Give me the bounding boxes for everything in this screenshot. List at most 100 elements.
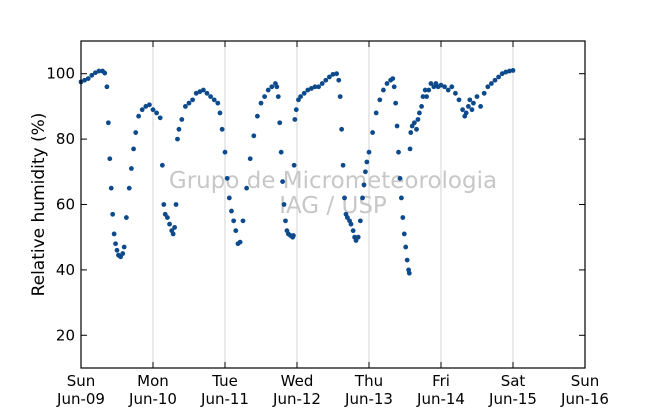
watermark-line-2: IAG / USP bbox=[279, 193, 387, 219]
data-point bbox=[161, 202, 167, 207]
x-tick-label-day: Sat bbox=[501, 372, 526, 390]
data-point bbox=[186, 100, 192, 106]
data-point bbox=[154, 110, 160, 116]
data-point bbox=[492, 77, 498, 83]
data-point bbox=[278, 149, 284, 155]
data-point bbox=[391, 84, 397, 90]
data-point bbox=[339, 126, 345, 132]
data-point bbox=[401, 231, 407, 237]
data-point bbox=[93, 70, 98, 76]
data-point bbox=[366, 149, 372, 155]
data-point bbox=[503, 69, 509, 75]
data-point bbox=[422, 87, 428, 93]
data-point bbox=[404, 257, 410, 263]
data-point bbox=[96, 68, 102, 74]
y-tick-labels: 20 40 60 80 100 bbox=[46, 65, 75, 345]
data-point bbox=[222, 149, 228, 155]
data-point bbox=[414, 126, 419, 132]
data-point bbox=[399, 195, 404, 201]
data-point bbox=[415, 117, 421, 122]
data-point bbox=[292, 117, 298, 122]
data-point bbox=[147, 102, 152, 108]
data-point bbox=[407, 146, 413, 152]
data-point bbox=[201, 87, 206, 93]
data-point bbox=[204, 90, 210, 96]
data-point bbox=[453, 90, 458, 96]
x-tick-label-day: Wed bbox=[281, 372, 314, 390]
data-point bbox=[361, 182, 367, 188]
data-point bbox=[327, 74, 332, 80]
x-tick-label-date: Jun-11 bbox=[200, 390, 249, 408]
y-tick-label: 40 bbox=[56, 261, 75, 279]
data-point bbox=[420, 94, 426, 99]
data-point bbox=[159, 162, 165, 168]
data-point bbox=[233, 228, 239, 234]
data-point bbox=[105, 120, 111, 126]
data-point bbox=[231, 218, 237, 224]
data-point bbox=[237, 239, 243, 245]
data-point bbox=[165, 215, 170, 220]
data-point bbox=[384, 81, 390, 86]
data-point bbox=[136, 113, 142, 119]
data-point bbox=[428, 81, 434, 86]
data-point bbox=[120, 251, 126, 256]
data-point bbox=[342, 195, 347, 201]
x-tick-labels: SunJun-09MonJun-10TueJun-11WedJun-12ThuJ… bbox=[56, 372, 609, 408]
data-point bbox=[396, 149, 401, 155]
data-point bbox=[390, 76, 396, 82]
x-tick-label-date: Jun-14 bbox=[416, 390, 465, 408]
data-point bbox=[350, 228, 356, 234]
data-point bbox=[499, 71, 505, 77]
data-point bbox=[355, 234, 361, 240]
data-point bbox=[291, 233, 296, 238]
data-point bbox=[417, 110, 422, 116]
data-point bbox=[465, 104, 471, 109]
data-point bbox=[167, 221, 172, 227]
axis-ticks bbox=[80, 41, 586, 368]
data-point bbox=[102, 70, 108, 76]
x-tick-label-day: Tue bbox=[211, 372, 238, 390]
y-tick-label: 20 bbox=[56, 326, 75, 344]
x-tick-label-date: Jun-09 bbox=[56, 390, 105, 408]
data-point bbox=[251, 133, 257, 139]
data-point bbox=[265, 87, 271, 93]
data-point bbox=[131, 146, 136, 152]
x-tick-label-day: Mon bbox=[137, 372, 169, 390]
watermark-line-1: Grupo de Micrometeorologia bbox=[169, 168, 497, 194]
data-point bbox=[309, 86, 314, 91]
x-tick-label-date: Jun-13 bbox=[344, 390, 393, 408]
data-point bbox=[133, 130, 139, 135]
x-tick-label-day: Sun bbox=[67, 372, 96, 390]
data-point bbox=[258, 100, 264, 106]
y-tick-label: 80 bbox=[56, 130, 75, 148]
data-point bbox=[467, 97, 473, 103]
data-point bbox=[269, 84, 275, 90]
x-tick-label-date: Jun-10 bbox=[128, 390, 177, 408]
data-point bbox=[305, 87, 311, 93]
data-point bbox=[143, 104, 149, 109]
data-point bbox=[471, 100, 476, 106]
y-axis-label: Relative humidity (%) bbox=[29, 113, 49, 297]
data-point bbox=[406, 270, 412, 276]
data-point bbox=[226, 195, 232, 201]
data-point bbox=[121, 244, 127, 250]
data-point bbox=[469, 107, 475, 113]
data-point bbox=[438, 82, 444, 88]
data-point bbox=[377, 97, 383, 103]
data-point bbox=[334, 71, 339, 77]
data-point bbox=[219, 126, 225, 132]
data-point bbox=[426, 87, 432, 93]
data-point bbox=[312, 84, 318, 90]
data-point bbox=[104, 84, 110, 90]
data-point bbox=[424, 94, 429, 99]
data-point bbox=[393, 100, 399, 106]
data-point bbox=[400, 215, 406, 220]
data-point bbox=[397, 175, 403, 181]
data-points bbox=[78, 68, 516, 276]
data-point bbox=[255, 113, 260, 119]
data-point bbox=[89, 72, 95, 78]
data-point bbox=[496, 74, 501, 80]
data-point bbox=[411, 120, 417, 126]
data-point bbox=[262, 94, 267, 99]
data-point bbox=[373, 110, 379, 116]
